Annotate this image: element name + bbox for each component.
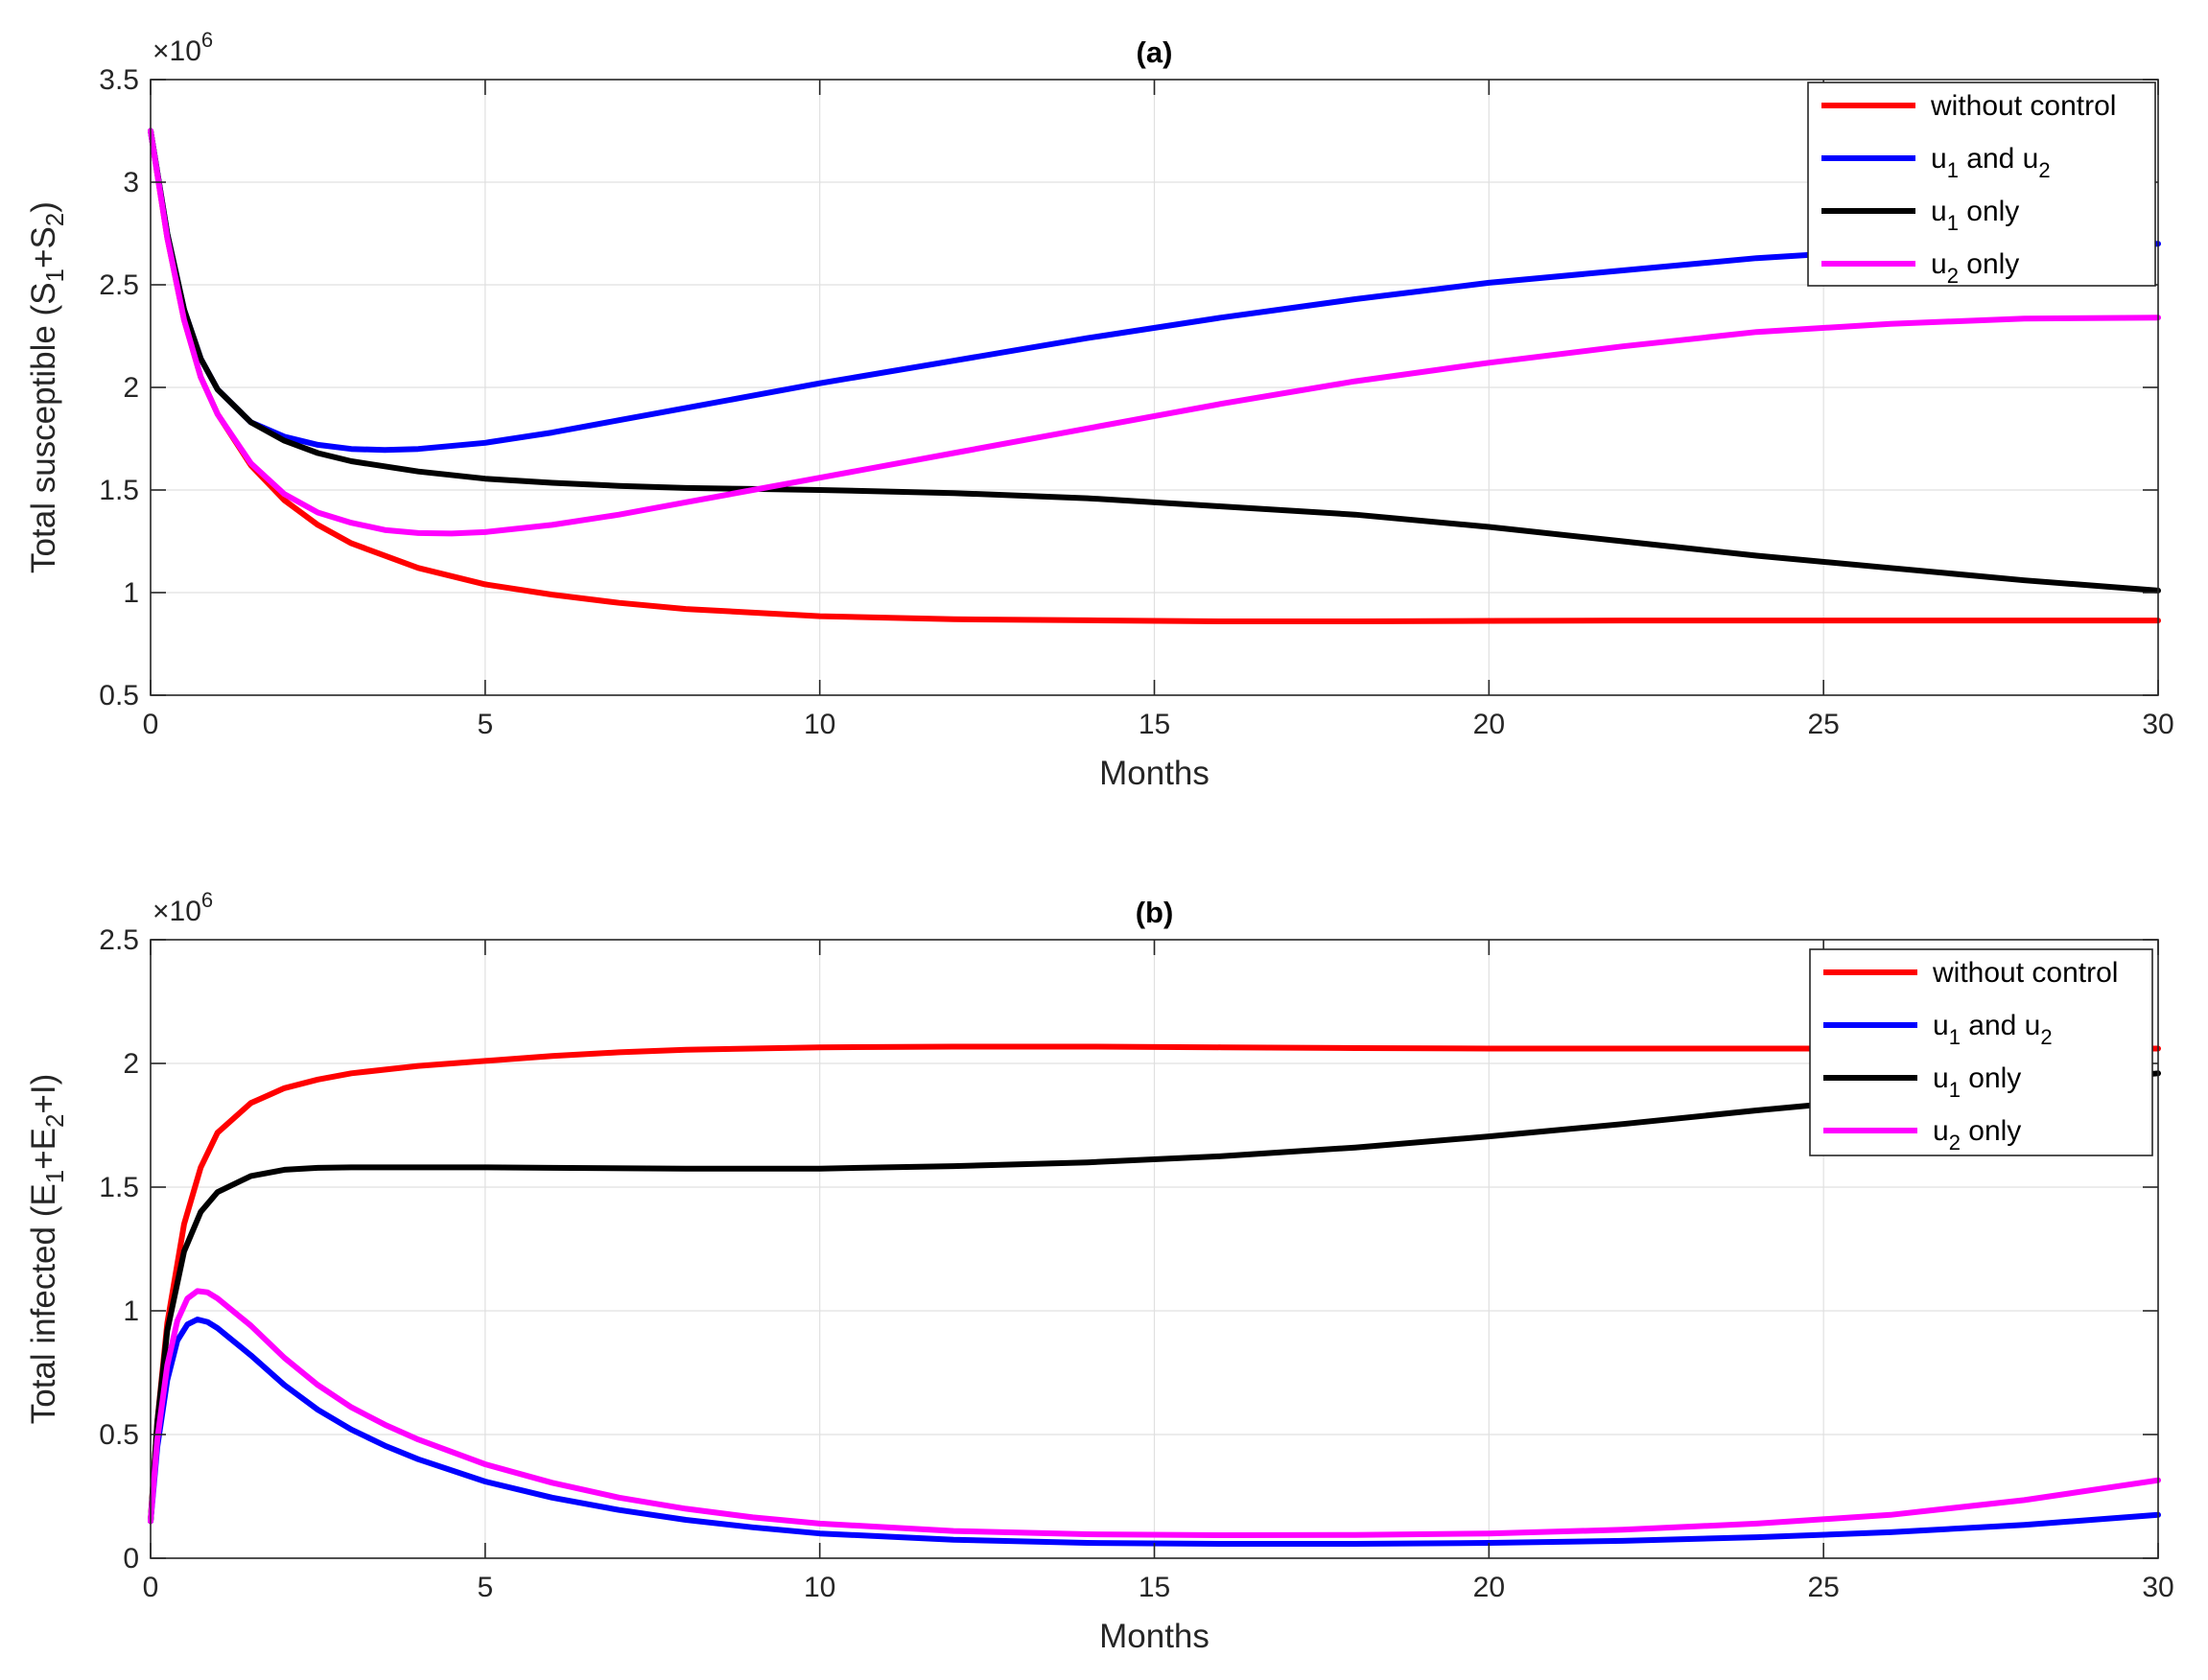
x-tick-label: 0 <box>143 1572 159 1603</box>
y-tick-label: 1.5 <box>99 475 139 506</box>
legend-text-part: only <box>1959 248 2019 280</box>
y-tick-label: 2.5 <box>99 924 139 956</box>
x-tick-label: 30 <box>2142 1572 2173 1603</box>
x-tick-label: 25 <box>1807 1572 1839 1603</box>
y-label-part: Total infected (E <box>25 1183 62 1424</box>
x-tick-label: 20 <box>1473 1572 1505 1603</box>
legend-text-part: u <box>1931 143 1947 175</box>
series-line-2 <box>148 128 2161 594</box>
series-line-1 <box>148 1317 2161 1547</box>
legend-entry-1: u1 and u2 <box>1933 1010 2053 1049</box>
y-tick-label: 1 <box>123 1295 139 1327</box>
y-label-sub: 1 <box>40 1170 69 1183</box>
y-label-part: Total susceptible (S <box>25 282 62 572</box>
x-tick-label: 5 <box>477 1572 493 1603</box>
y-label-sub: 2 <box>40 1114 69 1128</box>
ticks <box>150 939 2159 1559</box>
series-group <box>148 128 2161 624</box>
y-label-sub: 2 <box>40 213 69 226</box>
legend-text-part: without control <box>1930 90 2116 122</box>
legend-text-part: without control <box>1932 957 2118 989</box>
legend-sub: 2 <box>1947 264 1959 288</box>
y-tick-label: 2 <box>123 372 139 404</box>
y-label-sub: 1 <box>40 268 69 282</box>
legend-text-part: only <box>1961 1115 2021 1147</box>
exponent-power: 6 <box>201 28 213 52</box>
legend-text-part: only <box>1959 196 2019 227</box>
legend-text-part: and u <box>1959 143 2038 175</box>
panel-title: (a) <box>1137 35 1173 69</box>
legend-text-part: u <box>1933 1062 1949 1094</box>
x-axis-label: Months <box>1099 755 1210 792</box>
y-label-part: +E <box>25 1128 62 1170</box>
panel-b: 0 5 10 15 20 25 30 0 0.5 1 1.5 2 2.5 ×106 (b) Months Tot… <box>25 888 2174 1655</box>
legend-entry-1: u1 and u2 <box>1931 143 2051 182</box>
panel-a: 0 5 10 15 20 25 30 0.5 1 1.5 2 2.5 3 3.5 ×106 (a) Months… <box>25 28 2174 792</box>
legend-text-part: u <box>1931 248 1947 280</box>
y-exponent-label: ×106 <box>153 888 213 927</box>
legend-sub: 1 <box>1947 211 1959 235</box>
y-label-part: ) <box>25 201 62 213</box>
legend-entry-3: u2 only <box>1931 248 2019 288</box>
exponent-base: ×10 <box>153 896 201 927</box>
legend-text-part: u <box>1933 1115 1949 1147</box>
y-axis-label: Total infected (E1+E2+I) <box>25 1074 69 1425</box>
x-tick-label: 20 <box>1473 709 1505 740</box>
y-tick-label: 1.5 <box>99 1172 139 1203</box>
legend-text-part: only <box>1961 1062 2021 1094</box>
x-tick-label: 15 <box>1139 709 1170 740</box>
legend-entry-0: without control <box>1932 957 2118 989</box>
legend-entry-2: u1 only <box>1931 196 2019 235</box>
series-line-2 <box>148 1070 2161 1525</box>
y-tick-label: 1 <box>123 577 139 609</box>
series-line-3 <box>148 128 2161 537</box>
x-tick-label: 15 <box>1139 1572 1170 1603</box>
legend-sub: 1 <box>1947 158 1959 182</box>
y-tick-label: 3.5 <box>99 64 139 96</box>
x-tick-label: 5 <box>477 709 493 740</box>
series-group <box>148 1043 2161 1547</box>
legend-sub: 1 <box>1949 1025 1961 1049</box>
y-label-part: +S <box>25 226 62 268</box>
exponent-base: ×10 <box>153 35 201 67</box>
legend-entry-3: u2 only <box>1933 1115 2021 1155</box>
y-tick-label: 0.5 <box>99 680 139 712</box>
ticks <box>150 79 2159 696</box>
legend-entry-2: u1 only <box>1933 1062 2021 1102</box>
panel-title: (b) <box>1136 896 1174 929</box>
exponent-power: 6 <box>201 888 213 912</box>
legend-text-part: u <box>1933 1010 1949 1041</box>
legend-text-part: and u <box>1961 1010 2040 1041</box>
legend-box <box>1809 948 2153 1156</box>
y-label-part: +I) <box>25 1074 62 1114</box>
x-tick-label: 25 <box>1807 709 1839 740</box>
y-tick-label: 0.5 <box>99 1419 139 1451</box>
legend-sub: 2 <box>2038 158 2050 182</box>
legend-sub: 2 <box>2040 1025 2052 1049</box>
y-tick-label: 0 <box>123 1543 139 1575</box>
x-tick-label: 10 <box>804 1572 835 1603</box>
series-line-0 <box>148 1043 2161 1525</box>
x-axis-label: Months <box>1099 1618 1210 1655</box>
y-tick-label: 3 <box>123 167 139 198</box>
y-tick-label: 2.5 <box>99 269 139 301</box>
x-tick-label: 0 <box>143 709 159 740</box>
legend-text-part: u <box>1931 196 1947 227</box>
y-tick-label: 2 <box>123 1048 139 1080</box>
legend-entry-0: without control <box>1930 90 2116 122</box>
legend-sub: 2 <box>1949 1131 1961 1155</box>
x-tick-label: 10 <box>804 709 835 740</box>
legend-sub: 1 <box>1949 1078 1961 1102</box>
legend-box <box>1807 82 2156 287</box>
series-line-3 <box>148 1288 2161 1538</box>
x-tick-label: 30 <box>2142 709 2173 740</box>
y-exponent-label: ×106 <box>153 28 213 67</box>
y-axis-label: Total susceptible (S1+S2) <box>25 201 69 573</box>
